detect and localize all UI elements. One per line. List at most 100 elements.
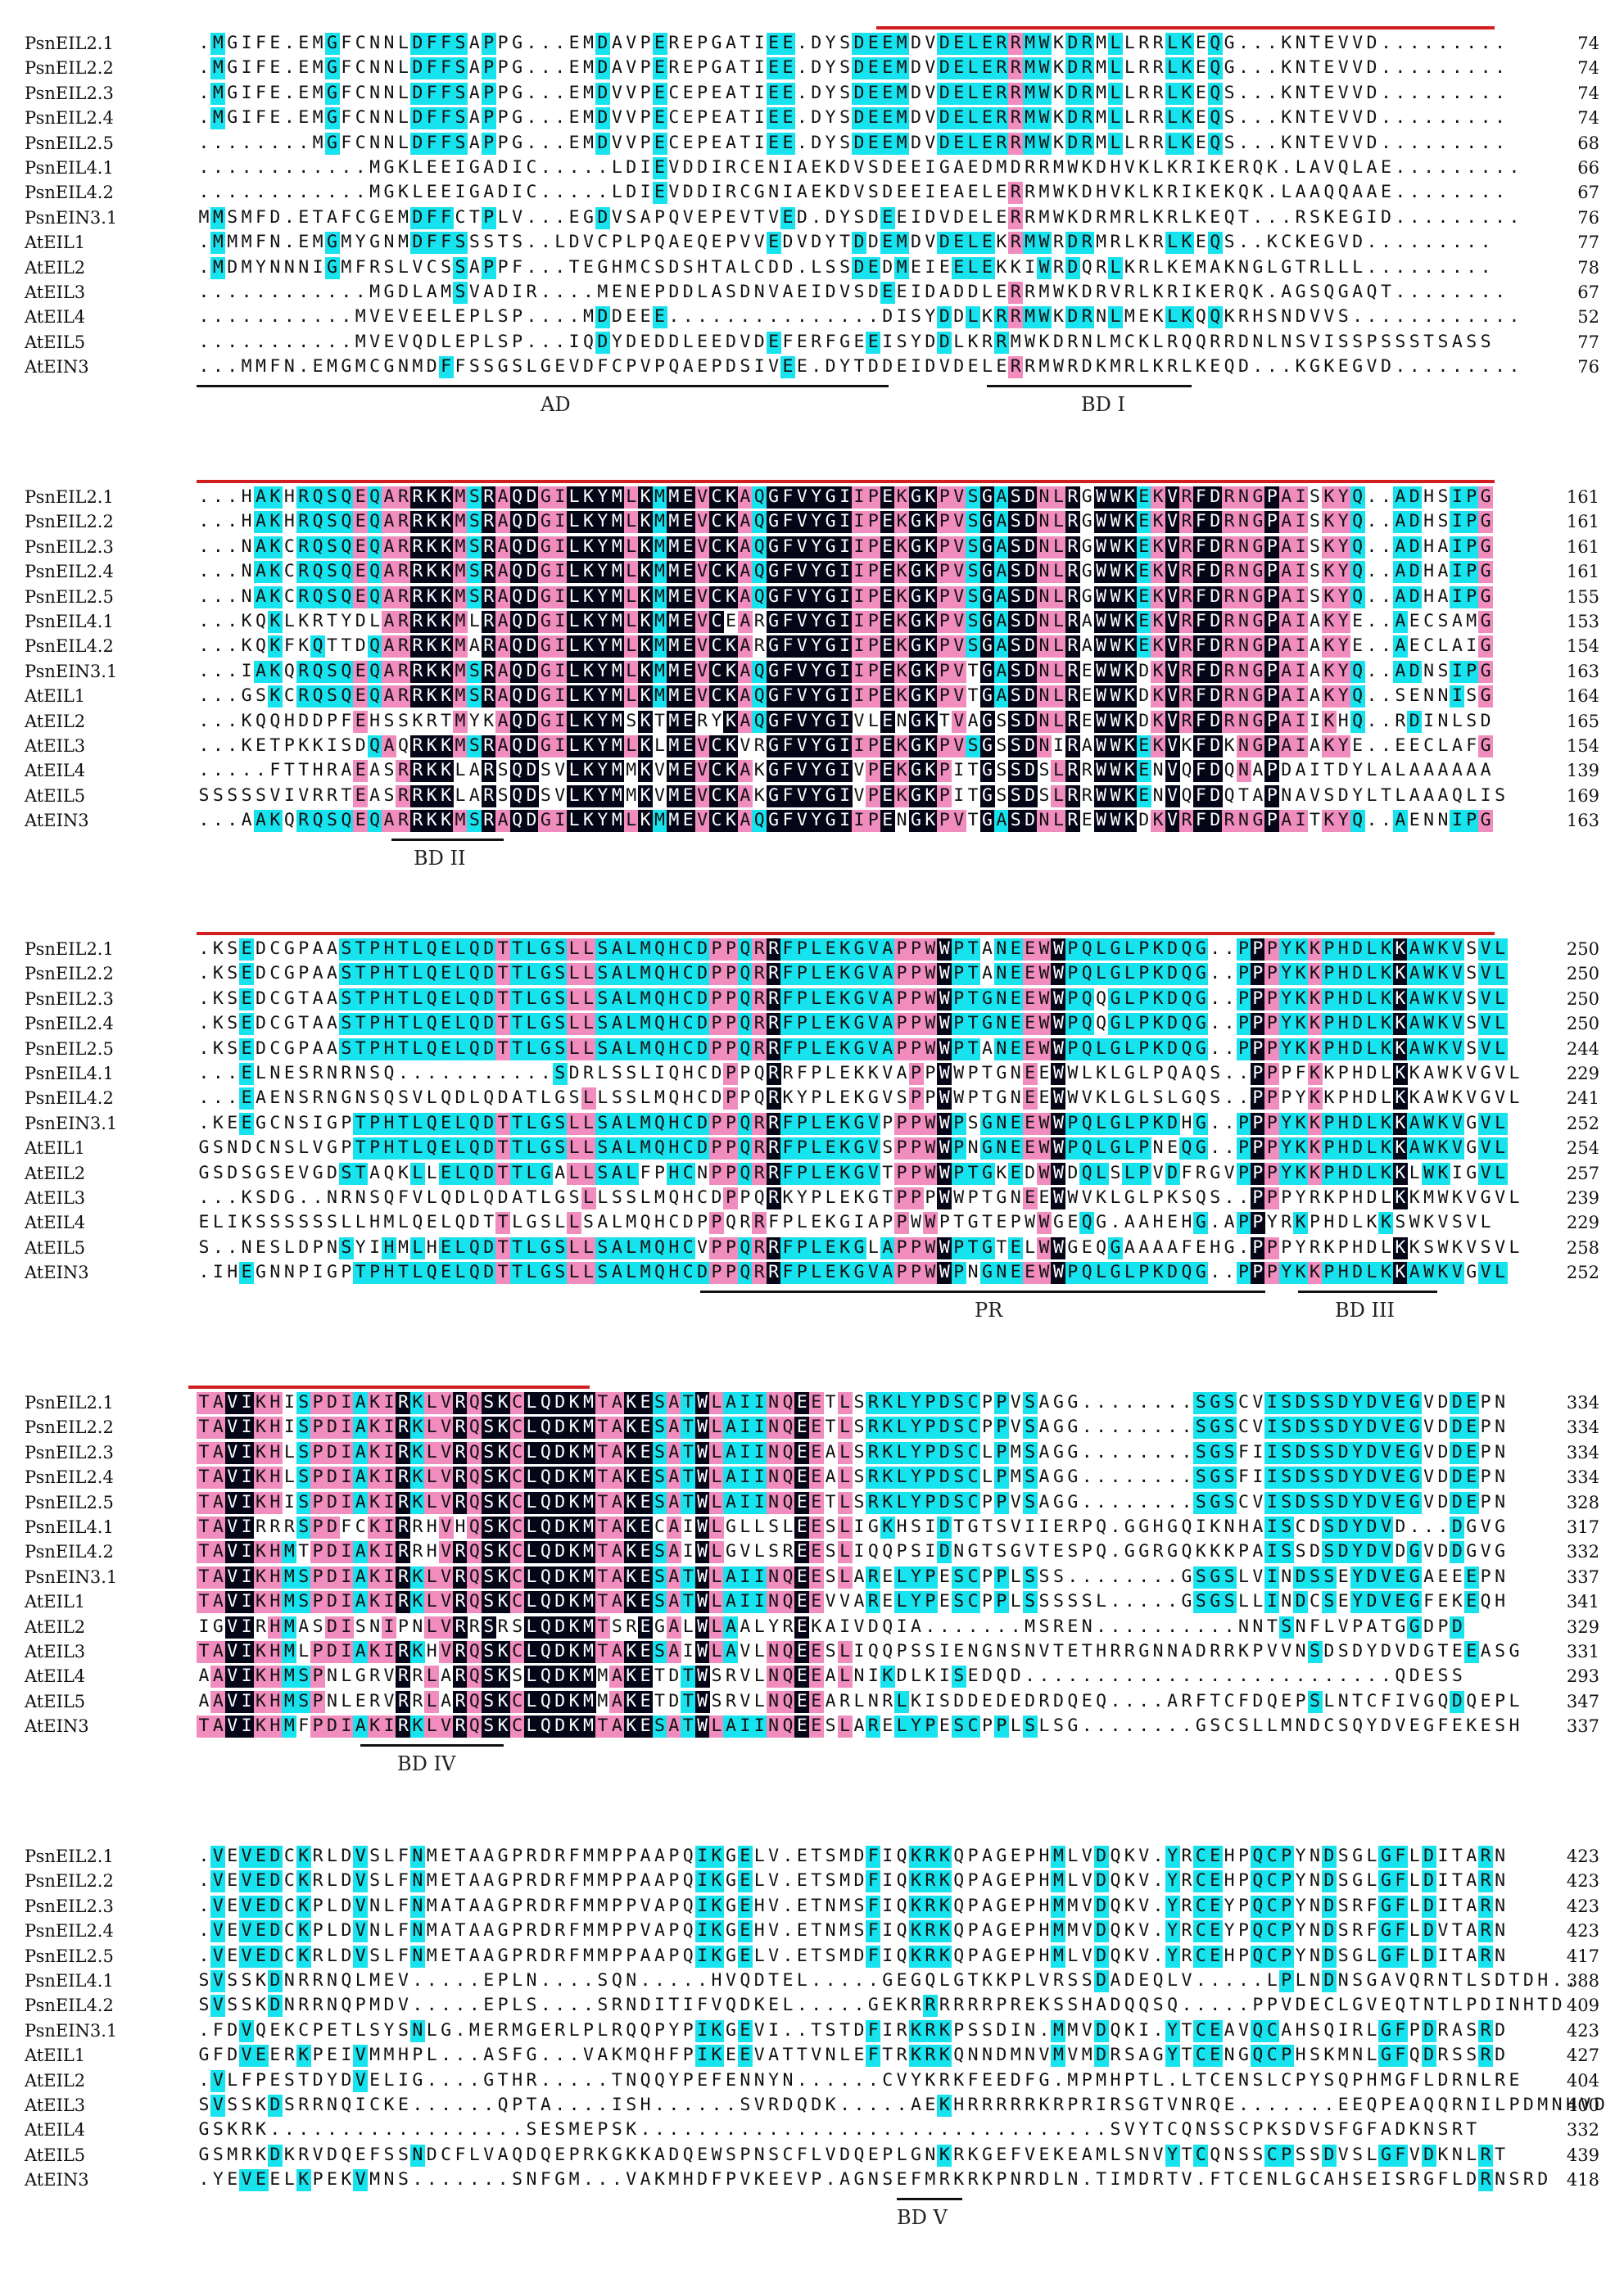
domain-underline: [700, 1290, 1265, 1293]
sequence-position: 153: [1567, 609, 1599, 634]
residue-shade: [852, 82, 866, 105]
sequence-row: PsnEIN3.1 ... I A K Q R Q S Q E Q A R R K K M S R A Q D G I L K Y M L…: [0, 659, 1624, 684]
sequence-position: 347: [1567, 1689, 1599, 1714]
sequence-position: 293: [1567, 1664, 1599, 1688]
residue-shade: [1022, 57, 1038, 80]
sequence-name: PsnEIN3.1: [25, 659, 117, 684]
residue-shade: [852, 57, 866, 80]
sequence-position: 423: [1567, 1894, 1599, 1919]
sequence-name: PsnEIL4.2: [25, 180, 114, 205]
domain-underline: [360, 1743, 504, 1747]
residue-shade: [453, 33, 468, 55]
sequence-name: AtEIL5: [25, 1236, 85, 1260]
sequence-name: AtEIL4: [25, 1210, 85, 1235]
sequence-row: PsnEIL4.1 ... E L N E S R N R N S Q........... S D R L S S…: [0, 1061, 1624, 1086]
sequence-row: PsnEIL4.2 T A V I K H M T P D I A K I R R H V R Q S K C L Q D K M T A K…: [0, 1539, 1624, 1564]
sequence-name: PsnEIL2.2: [25, 56, 114, 80]
sequence-position: 250: [1567, 1011, 1599, 1036]
residue-shade: [766, 82, 781, 105]
sequence-name: AtEIL2: [25, 255, 85, 280]
residue-shade: [1079, 57, 1095, 80]
residue-shade: [210, 57, 226, 80]
sequence-name: AtEIL2: [25, 1161, 85, 1186]
domain-label: BD II: [414, 847, 465, 870]
sequence-position: 404: [1567, 2068, 1599, 2093]
sequence-row: PsnEIL2.2 ... H A K H R Q S Q E Q A R R K K M S R A Q D G I L K Y M L…: [0, 509, 1624, 534]
sequence-name: PsnEIL4.2: [25, 1993, 114, 2018]
residue-shade: [438, 57, 454, 80]
sequence-position: 334: [1567, 1440, 1599, 1465]
sequence-row: PsnEIL4.2 ... E A E N S R N G N S Q S V L Q D L Q D A T L G S L L S S…: [0, 1086, 1624, 1110]
sequence-row: AtEIL3 ... K E T P K K I S D Q A Q R K K M S R A Q D G I L K Y M L K L M…: [0, 734, 1624, 758]
sequence-name: AtEIL4: [25, 1664, 85, 1688]
sequence-row: AtEIL4 ........... M V E V E E L E P L S P.... M D D E E E.…: [0, 305, 1624, 329]
residue-shade: [1165, 57, 1180, 80]
residue-shade: [210, 82, 226, 105]
sequence-row: PsnEIL4.2 ............ M G K L E E I G A D I C..... L D…: [0, 180, 1624, 205]
sequence-row: AtEIL5 S S S S S V I V R R T E A S R R K K L A R S Q D S V L K Y M M K V M…: [0, 784, 1624, 808]
sequence-position: 250: [1567, 987, 1599, 1011]
sequence-row: PsnEIL4.2 ... K Q K F K Q T T D Q A R R K K M A R A Q D G I L K Y M L…: [0, 634, 1624, 658]
residue-shade: [595, 57, 610, 80]
sequence-position: 337: [1567, 1565, 1599, 1589]
sequence-position: 332: [1567, 1539, 1599, 1564]
sequence-row: PsnEIL2.5 . V E V E D C K R L D V S L F N M E T A A G P R D R F M M P P…: [0, 1944, 1624, 1969]
sequence-position: 52: [1577, 305, 1599, 329]
residue-shade: [1065, 57, 1080, 80]
sequence-position: 250: [1567, 937, 1599, 961]
residue-shade: [453, 82, 468, 105]
sequence-row: AtEIL4 G S K R K.................. S E S M E P S K...…: [0, 2118, 1624, 2142]
sequence-row: AtEIL1 G S N D C N S L V G P T P H T L Q E L Q D T T L G S L L S A L M Q H…: [0, 1136, 1624, 1160]
sequence-position: 77: [1577, 230, 1599, 255]
residue-shade: [1079, 33, 1095, 55]
sequence-position: 165: [1567, 709, 1599, 734]
sequence-position: 163: [1567, 808, 1599, 833]
residue-shade: [652, 57, 667, 80]
sequence-position: 388: [1567, 1969, 1599, 1993]
sequence-name: PsnEIL2.4: [25, 1011, 114, 1036]
sequence-name: AtEIL1: [25, 2043, 85, 2068]
sequence-row: PsnEIL2.4 . K S E D C G T A A S T P H T L Q E L Q D T T L G S L L S A L…: [0, 1011, 1624, 1036]
sequence-position: 400: [1567, 2093, 1599, 2118]
sequence-position: 229: [1567, 1210, 1599, 1235]
sequence-row: AtEIL2 . M D M Y N N N I G M F R S L V C S S A P P F... T E G H M C S D…: [0, 255, 1624, 280]
sequence-position: 331: [1567, 1639, 1599, 1664]
sequence-position: 154: [1567, 734, 1599, 758]
sequence-name: AtEIL3: [25, 734, 85, 758]
residue-shade: [852, 33, 866, 55]
sequence-position: 334: [1567, 1465, 1599, 1490]
sequence-name: PsnEIL2.5: [25, 1944, 114, 1969]
residue-shade: [595, 33, 610, 55]
sequence-position: 74: [1577, 81, 1599, 106]
residue-shade: [481, 57, 496, 80]
residue-shade: [438, 33, 454, 55]
residue-shade: [324, 57, 340, 80]
sequence-position: 74: [1577, 106, 1599, 130]
sequence-position: 423: [1567, 1919, 1599, 1943]
sequence-name: PsnEIL2.2: [25, 961, 114, 986]
sequence-row: AtEIN3 . Y E V E E L K P E K V M N S....... S N F G M... V A K M…: [0, 2168, 1624, 2192]
sequence-name: PsnEIL2.1: [25, 31, 114, 56]
sequence-row: PsnEIL4.1 S V S S K D N R R N Q L M E V..... E P L N.... S Q N…: [0, 1969, 1624, 1993]
sequence-position: 164: [1567, 684, 1599, 708]
